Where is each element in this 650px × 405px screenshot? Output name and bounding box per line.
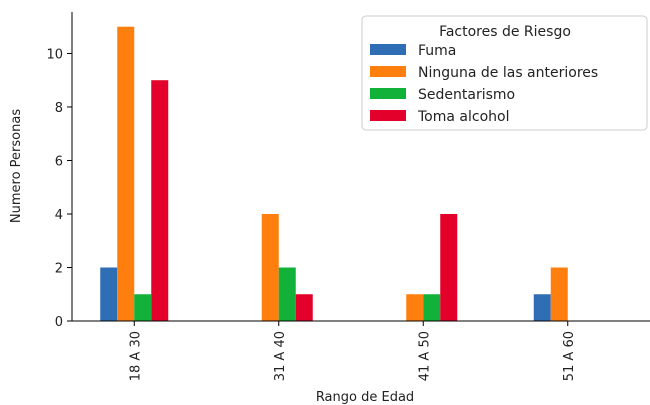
legend-swatch [370, 88, 406, 99]
bar [117, 26, 135, 321]
y-tick-label: 8 [55, 101, 63, 116]
legend-label: Ninguna de las anteriores [418, 65, 598, 81]
legend-label: Toma alcohol [417, 109, 509, 125]
y-tick-label: 0 [55, 315, 63, 330]
x-ticks-group: 18 A 30 31 A 40 41 A 50 51 A 60 [128, 321, 577, 381]
bar [423, 294, 441, 321]
bars-group [100, 26, 568, 321]
legend: Factores de Riesgo Fuma Ninguna de las an… [361, 15, 648, 131]
legend-label: Fuma [418, 43, 456, 59]
legend-swatch [370, 110, 406, 121]
legend-title: Factores de Riesgo [439, 24, 571, 40]
y-ticks-group: 0 2 4 6 8 10 [46, 47, 72, 330]
legend-items: Fuma Ninguna de las anteriores Sedentarism… [370, 43, 598, 125]
y-tick-label: 2 [55, 261, 63, 276]
x-tick-label: 31 A 40 [273, 331, 288, 381]
x-axis-label: Rango de Edad [316, 390, 414, 405]
bar [406, 294, 424, 321]
legend-label: Sedentarismo [418, 87, 515, 103]
legend-swatch [370, 66, 406, 77]
bar [440, 213, 458, 321]
y-tick-label: 10 [46, 47, 63, 62]
legend-frame [361, 15, 648, 131]
bar [295, 294, 313, 321]
bar [151, 80, 169, 321]
bar [261, 213, 279, 321]
y-axis-label: Numero Personas [9, 109, 24, 223]
legend-swatch [370, 44, 406, 55]
bar [100, 267, 118, 321]
y-tick-label: 4 [55, 208, 63, 223]
x-tick-label: 41 A 50 [417, 331, 432, 381]
bar [550, 267, 568, 321]
bar [278, 267, 296, 321]
y-tick-label: 6 [55, 154, 63, 169]
x-tick-label: 51 A 60 [562, 331, 577, 381]
bar [533, 294, 551, 321]
bar [134, 294, 152, 321]
x-tick-label: 18 A 30 [128, 331, 143, 381]
